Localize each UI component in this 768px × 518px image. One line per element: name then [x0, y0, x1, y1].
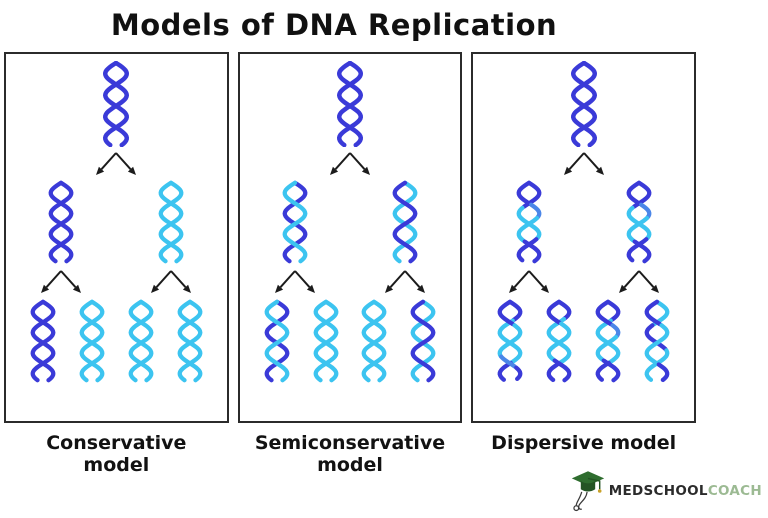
dna-helix: [546, 299, 572, 383]
dna-helix: [264, 299, 290, 383]
branch-arrows-icon: [618, 270, 659, 293]
dna-helix: [392, 180, 418, 264]
generation-2-row: [240, 180, 461, 265]
dna-helix: [626, 180, 652, 264]
generation-1-row: [240, 61, 461, 148]
branch-arrow-row-1: [473, 150, 694, 178]
branch-arrows-icon: [330, 152, 370, 175]
dna-helix: [336, 61, 364, 147]
dna-helix: [595, 299, 621, 383]
branch-arrow-row-2: [6, 268, 227, 296]
branch-arrow-row-2: [240, 268, 461, 296]
dna-helix: [361, 299, 387, 383]
branch-arrow-row-2: [473, 268, 694, 296]
logo-text-coach: COACH: [707, 483, 762, 499]
branch-arrows-icon: [563, 152, 604, 175]
panels-row: [4, 52, 697, 423]
dna-helix: [644, 299, 670, 383]
dna-helix: [79, 299, 105, 383]
branch-arrow-row-1: [6, 150, 227, 178]
label-dispersive-model: Dispersive model: [491, 432, 677, 454]
branch-arrows-icon: [385, 270, 426, 293]
dna-helix: [497, 299, 523, 382]
generation-1-row: [6, 61, 227, 148]
dna-helix: [177, 299, 203, 383]
branch-arrow-row-1: [240, 150, 461, 178]
generation-2-row: [6, 180, 227, 265]
panel-labels-row: Conservative model Semiconservative mode…: [4, 432, 696, 477]
generation-3-row: [240, 299, 461, 385]
generation-3-row: [473, 299, 694, 385]
branch-arrows-icon: [151, 270, 192, 293]
medschoolcoach-logo: MEDSCHOOLCOACH: [570, 468, 762, 514]
dna-helix: [103, 61, 130, 147]
panel-dispersive: [471, 52, 697, 423]
dna-helix: [516, 180, 541, 264]
generation-2-row: [473, 180, 694, 265]
dna-helix: [570, 61, 597, 147]
dna-helix: [313, 299, 338, 383]
dna-helix: [410, 299, 436, 383]
logo-wordmark: MEDSCHOOLCOACH: [609, 483, 762, 499]
branch-arrows-icon: [508, 270, 549, 293]
label-conservative-model: Conservative model: [46, 432, 187, 476]
page-title: Models of DNA Replication: [110, 8, 558, 42]
panel-semiconservative: [237, 52, 463, 423]
dna-helix: [128, 299, 154, 383]
dna-helix: [30, 299, 56, 383]
logo-text-medschool: MEDSCHOOL: [608, 483, 708, 499]
label-semiconservative-model: Semiconservative model: [254, 432, 446, 476]
branch-arrows-icon: [96, 152, 137, 175]
branch-arrows-icon: [274, 270, 315, 293]
graduation-cap-with-stethoscope-icon: [571, 471, 604, 512]
generation-3-row: [6, 299, 227, 385]
dna-helix: [159, 180, 184, 264]
generation-1-row: [473, 61, 694, 148]
dna-helix: [48, 180, 74, 264]
dna-helix: [282, 180, 308, 264]
branch-arrows-icon: [41, 270, 82, 293]
panel-conservative: [4, 52, 229, 423]
